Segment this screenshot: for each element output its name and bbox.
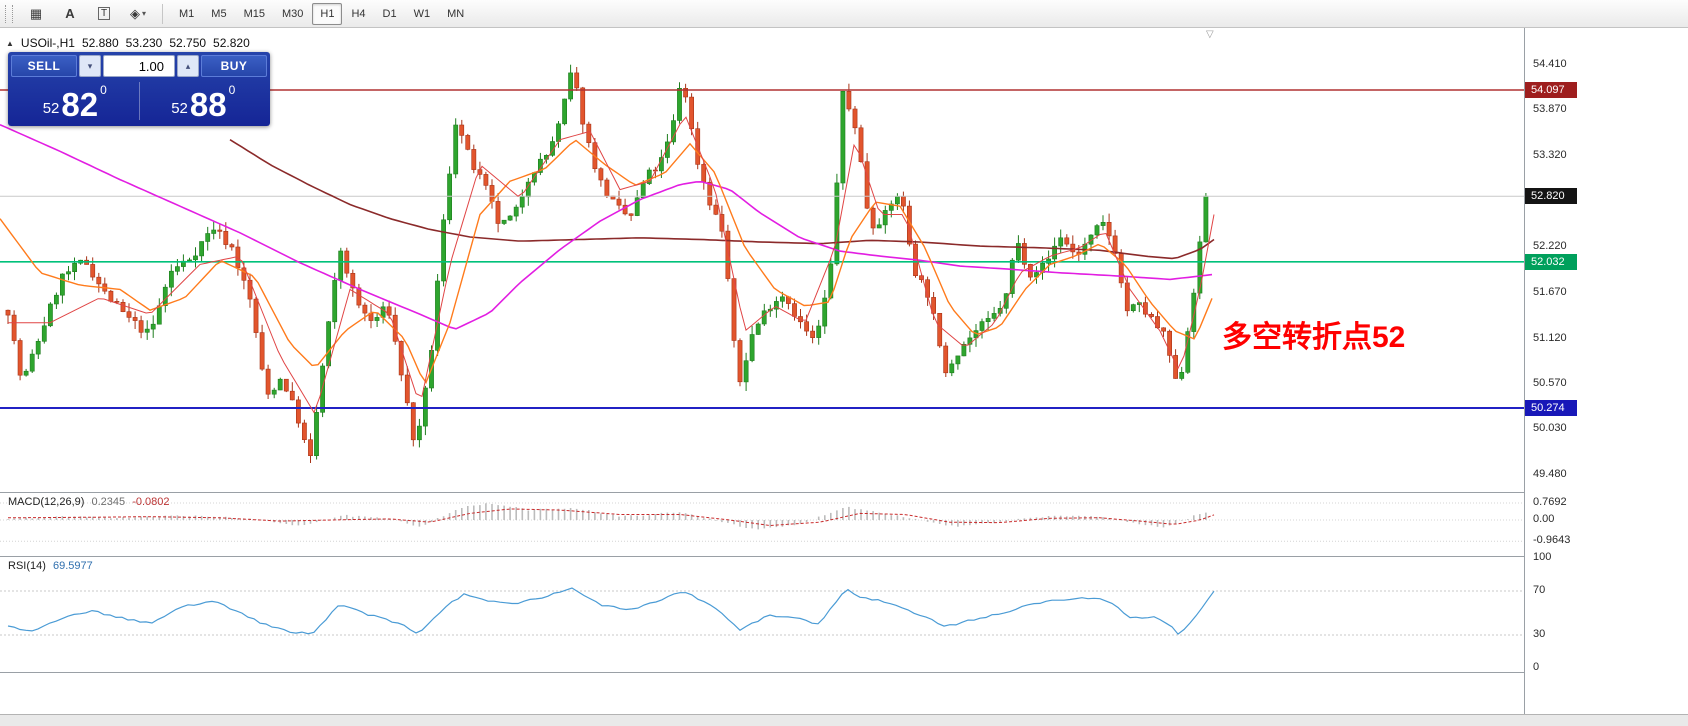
macd-axis-label: -0.9643 <box>1533 534 1571 547</box>
price-tag: 52.032 <box>1525 253 1577 270</box>
price-tick-label: 50.570 <box>1533 377 1567 390</box>
rsi-canvas[interactable] <box>0 557 1524 673</box>
trade-panel-prices: 52 82 0 52 88 0 <box>11 79 267 123</box>
toolbar-grip[interactable] <box>5 4 13 23</box>
price-tick-label: 53.870 <box>1533 102 1567 115</box>
price-tag: 54.097 <box>1525 82 1577 98</box>
price-chart-canvas[interactable] <box>0 28 1524 492</box>
scale-labels: 54.410 53.870 53.320 52.220 51.670 51.120 50.5… <box>1525 28 1688 714</box>
buy-button[interactable]: BUY <box>201 55 267 77</box>
objects-icon[interactable]: ◈ ▾ <box>122 2 154 26</box>
chart-window: ▲ USOil-,H1 52.880 53.230 52.750 52.820 … <box>0 28 1524 714</box>
ohlc-low: 52.750 <box>169 36 207 50</box>
ohlc-high: 53.230 <box>125 36 163 50</box>
insert-text-icon[interactable]: A <box>65 6 75 21</box>
chevron-down-icon: ▾ <box>141 9 146 18</box>
price-scale-column[interactable]: 54.410 53.870 53.320 52.220 51.670 51.120 50.5… <box>1524 28 1688 714</box>
tab-timeframe-w1[interactable]: W1 <box>413 7 431 20</box>
main-chart-pane: ▲ USOil-,H1 52.880 53.230 52.750 52.820 … <box>0 28 1524 492</box>
price-tick-label: 54.410 <box>1533 57 1567 70</box>
volume-input[interactable]: 1.00 <box>103 55 175 77</box>
tab-timeframe-d1[interactable]: D1 <box>382 7 397 20</box>
tab-timeframe-m15[interactable]: M15 <box>243 7 265 20</box>
macd-name: MACD(12,26,9) <box>8 496 85 508</box>
price-tag: 52.820 <box>1525 188 1577 205</box>
buy-price-pips: 88 <box>189 85 227 123</box>
rsi-name: RSI(14) <box>8 560 46 572</box>
collapse-arrow-icon[interactable]: ▲ <box>6 38 14 48</box>
bottom-scrollbar[interactable] <box>0 714 1688 726</box>
ohlc-open: 52.880 <box>81 36 119 50</box>
rsi-axis-label: 30 <box>1533 628 1546 640</box>
price-tick-label: 53.320 <box>1533 148 1567 161</box>
volume-increase-button[interactable]: ▴ <box>177 55 199 77</box>
buy-price-whole: 52 <box>171 100 188 117</box>
rsi-pane: RSI(14) 69.5977 <box>0 556 1524 672</box>
macd-axis-label: 0.00 <box>1533 513 1555 525</box>
chart-annotation-text: 多空转折点52 <box>1222 321 1406 354</box>
macd-canvas[interactable] <box>0 493 1524 557</box>
symbol-ohlc-header: ▲ USOil-,H1 52.880 53.230 52.750 52.820 <box>6 36 250 50</box>
buy-price-display[interactable]: 52 88 0 <box>140 79 268 123</box>
grid-icon[interactable]: ▦ <box>29 5 43 21</box>
buy-price-point: 0 <box>228 83 236 97</box>
sell-button[interactable]: SELL <box>11 55 77 77</box>
text-label-icon[interactable]: T <box>88 2 120 26</box>
time-axis[interactable] <box>0 672 1524 714</box>
sell-price-pips: 82 <box>61 85 99 123</box>
rsi-axis-label: 70 <box>1533 584 1546 596</box>
volume-decrease-button[interactable]: ▾ <box>79 55 101 77</box>
price-tick-label: 49.480 <box>1533 468 1567 481</box>
tab-timeframe-h4[interactable]: H4 <box>351 7 366 20</box>
top-toolbar: ▦ A T ◈ ▾ M1 M5 M15 M30 H1 H4 D1 W1 MN <box>0 0 1688 28</box>
macd-main-value: 0.2345 <box>91 496 126 508</box>
chart-shift-marker-icon[interactable]: ▽ <box>1206 29 1214 40</box>
tab-timeframe-m5[interactable]: M5 <box>211 7 227 20</box>
price-tick-label: 52.220 <box>1533 240 1567 253</box>
one-click-trade-panel: SELL ▾ 1.00 ▴ BUY 52 82 0 52 88 0 <box>8 52 270 126</box>
tab-timeframe-m1[interactable]: M1 <box>179 7 195 20</box>
sell-price-display[interactable]: 52 82 0 <box>11 79 139 123</box>
price-tick-label: 51.120 <box>1533 331 1567 344</box>
macd-axis-label: 0.7692 <box>1533 496 1567 508</box>
rsi-axis-label: 100 <box>1533 551 1552 563</box>
macd-signal-value: -0.0802 <box>132 496 170 508</box>
tab-timeframe-mn[interactable]: MN <box>447 7 465 20</box>
sell-price-whole: 52 <box>42 100 60 117</box>
rsi-label: RSI(14) 69.5977 <box>8 560 93 572</box>
objects-glyph: ◈ <box>129 5 140 21</box>
text-label-glyph: T <box>97 7 111 20</box>
macd-label: MACD(12,26,9) 0.2345 -0.0802 <box>8 496 170 508</box>
symbol-label: USOil-,H1 <box>20 36 75 50</box>
tab-timeframe-m30[interactable]: M30 <box>281 7 304 20</box>
price-tick-label: 51.670 <box>1533 285 1567 298</box>
rsi-axis-label: 0 <box>1533 661 1540 673</box>
trade-panel-controls: SELL ▾ 1.00 ▴ BUY <box>11 55 267 77</box>
rsi-value: 69.5977 <box>52 560 93 572</box>
tab-timeframe-h1[interactable]: H1 <box>312 2 343 25</box>
ohlc-close: 52.820 <box>213 36 250 50</box>
trade-panel-divider <box>138 82 140 120</box>
timeframe-buttons: M1 M5 M15 M30 H1 H4 D1 W1 MN <box>171 2 472 25</box>
price-tick-label: 50.030 <box>1533 422 1567 435</box>
toolbar-separator <box>162 3 163 24</box>
price-tag: 50.274 <box>1525 400 1577 416</box>
sell-price-point: 0 <box>100 83 107 97</box>
macd-pane: MACD(12,26,9) 0.2345 -0.0802 <box>0 492 1524 556</box>
